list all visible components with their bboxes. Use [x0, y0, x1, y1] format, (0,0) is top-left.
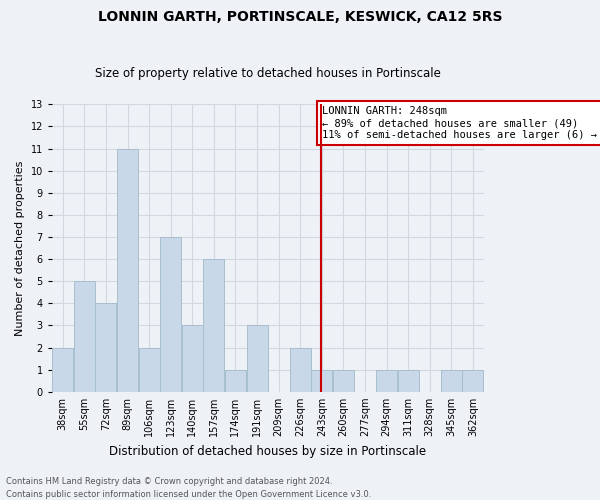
Bar	[203, 259, 224, 392]
Bar	[52, 348, 73, 392]
X-axis label: Distribution of detached houses by size in Portinscale: Distribution of detached houses by size …	[109, 444, 427, 458]
Bar	[182, 326, 203, 392]
Bar	[311, 370, 332, 392]
Bar	[441, 370, 462, 392]
Bar	[95, 304, 116, 392]
Y-axis label: Number of detached properties: Number of detached properties	[15, 160, 25, 336]
Bar	[290, 348, 311, 392]
Title: Size of property relative to detached houses in Portinscale: Size of property relative to detached ho…	[95, 66, 441, 80]
Bar	[376, 370, 397, 392]
Bar	[117, 148, 138, 392]
Bar	[398, 370, 419, 392]
Bar	[247, 326, 268, 392]
Bar	[463, 370, 484, 392]
Bar	[160, 237, 181, 392]
Text: LONNIN GARTH: 248sqm
← 89% of detached houses are smaller (49)
11% of semi-detac: LONNIN GARTH: 248sqm ← 89% of detached h…	[322, 106, 598, 140]
Bar	[74, 281, 95, 392]
Text: LONNIN GARTH, PORTINSCALE, KESWICK, CA12 5RS: LONNIN GARTH, PORTINSCALE, KESWICK, CA12…	[98, 10, 502, 24]
Bar	[225, 370, 246, 392]
Bar	[333, 370, 354, 392]
Text: Contains HM Land Registry data © Crown copyright and database right 2024.
Contai: Contains HM Land Registry data © Crown c…	[6, 478, 371, 499]
Bar	[139, 348, 160, 392]
